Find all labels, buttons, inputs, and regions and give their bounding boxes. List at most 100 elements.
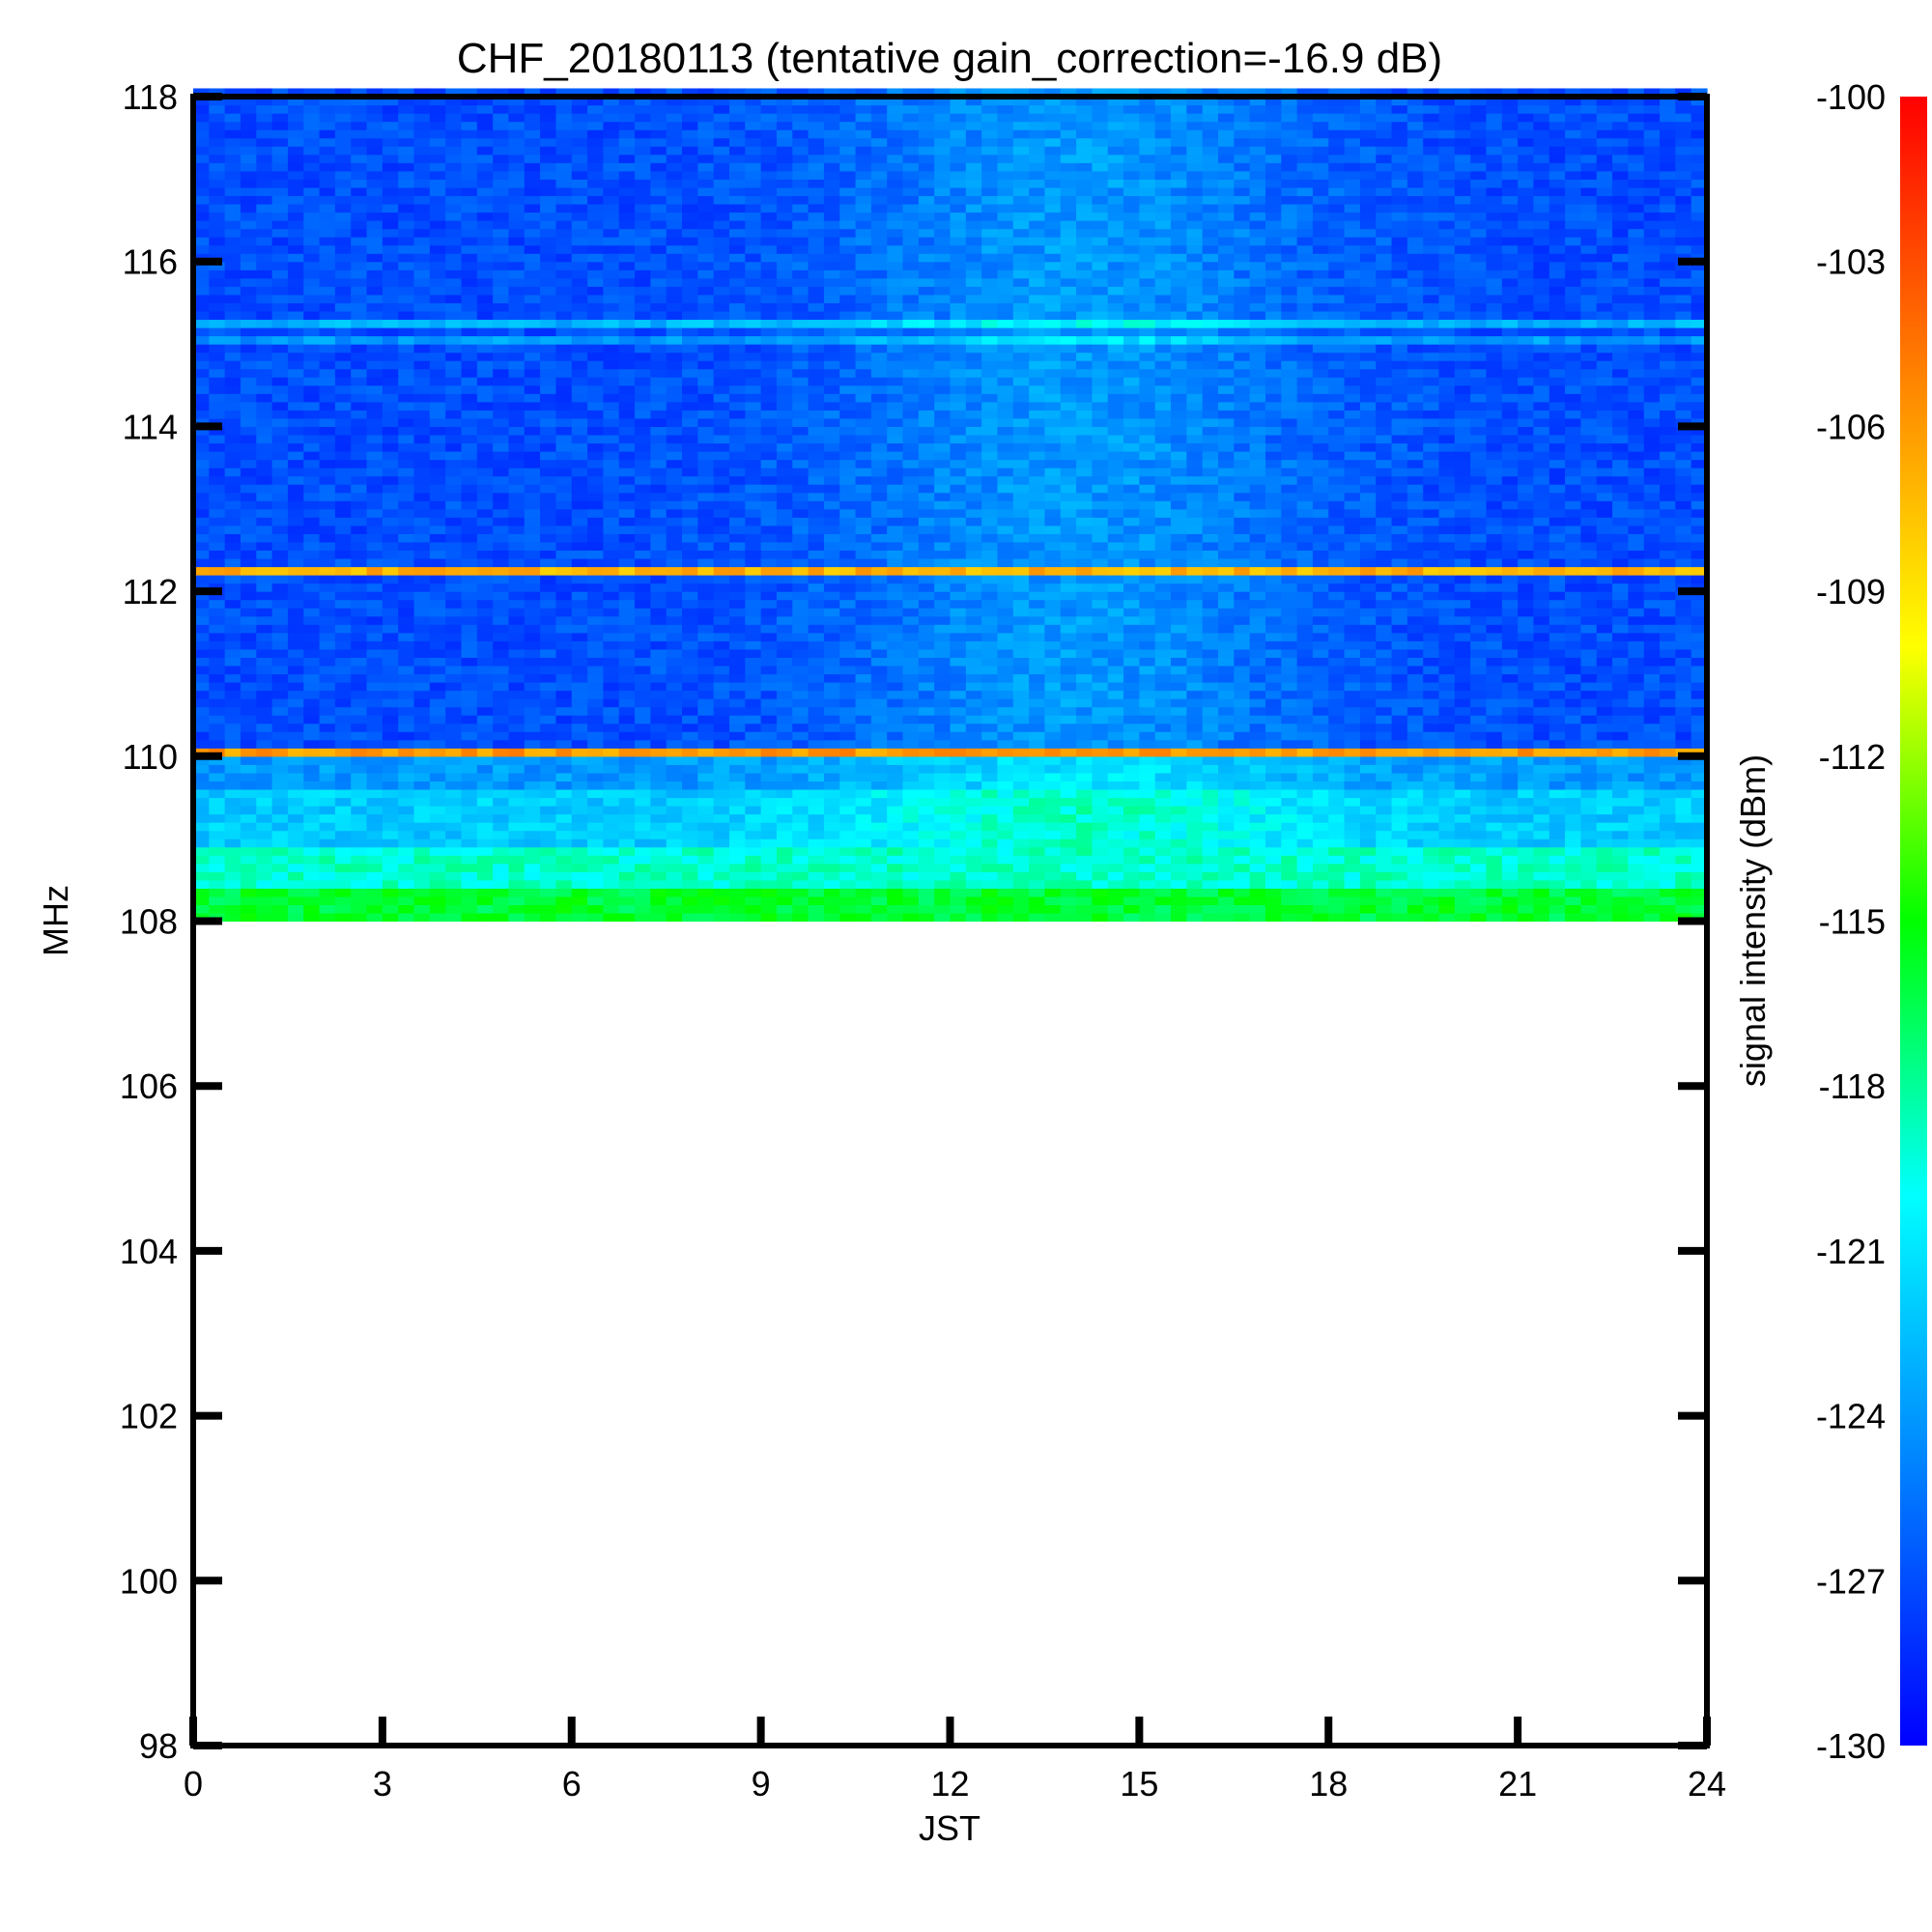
heatmap-cell <box>508 665 526 675</box>
heatmap-cell <box>1580 797 1598 807</box>
heatmap-cell <box>682 615 698 625</box>
heatmap-cell <box>713 566 730 576</box>
heatmap-cell <box>1565 698 1582 708</box>
heatmap-cell <box>1565 781 1582 790</box>
heatmap-cell <box>839 624 857 634</box>
heatmap-cell <box>1281 822 1298 832</box>
heatmap-cell <box>571 665 588 675</box>
heatmap-cell <box>1596 706 1613 716</box>
heatmap-cell <box>1312 871 1329 881</box>
heatmap-cell <box>1154 781 1172 790</box>
heatmap-cell <box>981 492 999 501</box>
heatmap-cell <box>351 764 368 774</box>
heatmap-cell <box>918 541 935 552</box>
heatmap-cell <box>1359 871 1377 881</box>
heatmap-cell <box>1092 706 1109 716</box>
heatmap-cell <box>1438 599 1456 609</box>
heatmap-cell <box>1139 772 1156 781</box>
heatmap-cell <box>1123 797 1140 807</box>
heatmap-cell <box>1596 541 1613 552</box>
heatmap-cell <box>1344 533 1361 543</box>
heatmap-cell <box>1612 500 1629 510</box>
heatmap-cell <box>1029 690 1046 699</box>
heatmap-cell <box>902 723 920 732</box>
heatmap-cell <box>1217 566 1235 576</box>
heatmap-cell <box>776 806 793 815</box>
heatmap-cell <box>1123 755 1140 765</box>
heatmap-cell <box>1123 525 1140 534</box>
heatmap-cell <box>745 665 762 675</box>
heatmap-cell <box>1281 904 1298 914</box>
heatmap-cell <box>1454 648 1471 658</box>
heatmap-cell <box>808 781 825 790</box>
heatmap-cell <box>1123 566 1140 576</box>
heatmap-cell <box>256 681 273 692</box>
heatmap-cell <box>1171 895 1187 906</box>
heatmap-cell <box>287 822 304 832</box>
heatmap-cell <box>997 855 1014 865</box>
heatmap-cell <box>287 533 304 543</box>
heatmap-cell <box>603 813 620 823</box>
heatmap-cell <box>271 657 289 667</box>
heatmap-cell <box>1454 681 1471 692</box>
heatmap-cell <box>193 813 210 823</box>
heatmap-cell <box>271 838 289 848</box>
heatmap-cell <box>1548 665 1566 675</box>
heatmap-cell <box>1344 657 1361 667</box>
heatmap-cell <box>1076 912 1093 923</box>
heatmap-cell <box>635 632 651 641</box>
heatmap-cell <box>1376 525 1393 534</box>
heatmap-cell <box>1312 895 1329 906</box>
heatmap-cell <box>303 830 321 839</box>
heatmap-cell <box>1076 640 1093 650</box>
heatmap-cell <box>666 608 683 617</box>
heatmap-cell <box>1533 566 1550 576</box>
heatmap-cell <box>1690 599 1708 609</box>
heatmap-cell <box>209 723 226 732</box>
heatmap-cell <box>445 748 463 757</box>
heatmap-cell <box>1660 550 1676 559</box>
heatmap-cell <box>855 855 872 865</box>
heatmap-cell <box>1612 632 1629 641</box>
heatmap-cell <box>682 797 698 807</box>
heatmap-cell <box>1328 863 1346 872</box>
heatmap-cell <box>1154 879 1172 889</box>
heatmap-cell <box>934 608 952 617</box>
heatmap-cell <box>540 739 557 749</box>
heatmap-cell <box>508 525 526 534</box>
heatmap-cell <box>1171 904 1187 914</box>
heatmap-cell <box>476 550 494 559</box>
heatmap-cell <box>1580 591 1598 601</box>
heatmap-cell <box>256 690 273 699</box>
heatmap-cell <box>271 731 289 741</box>
heatmap-cell <box>240 632 257 641</box>
heatmap-cell <box>666 879 683 889</box>
heatmap-cell <box>1092 781 1109 790</box>
heatmap-cell <box>1675 846 1692 856</box>
heatmap-cell <box>666 739 683 749</box>
heatmap-cell <box>1344 550 1361 559</box>
heatmap-cell <box>1249 517 1266 526</box>
heatmap-cell <box>1660 755 1676 765</box>
heatmap-cell <box>1675 781 1692 790</box>
heatmap-cell <box>1675 731 1692 741</box>
heatmap-cell <box>1690 813 1708 823</box>
heatmap-cell <box>650 575 668 584</box>
heatmap-cell <box>997 608 1014 617</box>
heatmap-cell <box>587 492 604 501</box>
heatmap-cell <box>1690 723 1708 732</box>
heatmap-cell <box>728 739 746 749</box>
heatmap-cell <box>1643 755 1661 765</box>
heatmap-cell <box>1675 599 1692 609</box>
heatmap-cell <box>493 541 510 552</box>
heatmap-cell <box>445 912 463 923</box>
heatmap-cell <box>997 706 1014 716</box>
heatmap-cell <box>745 715 762 724</box>
heatmap-cell <box>1328 575 1346 584</box>
heatmap-cell <box>1076 492 1093 501</box>
heatmap-cell <box>981 781 999 790</box>
heatmap-cell <box>745 500 762 510</box>
heatmap-cell <box>445 500 463 510</box>
heatmap-cell <box>429 673 446 683</box>
heatmap-cell <box>1391 912 1408 923</box>
